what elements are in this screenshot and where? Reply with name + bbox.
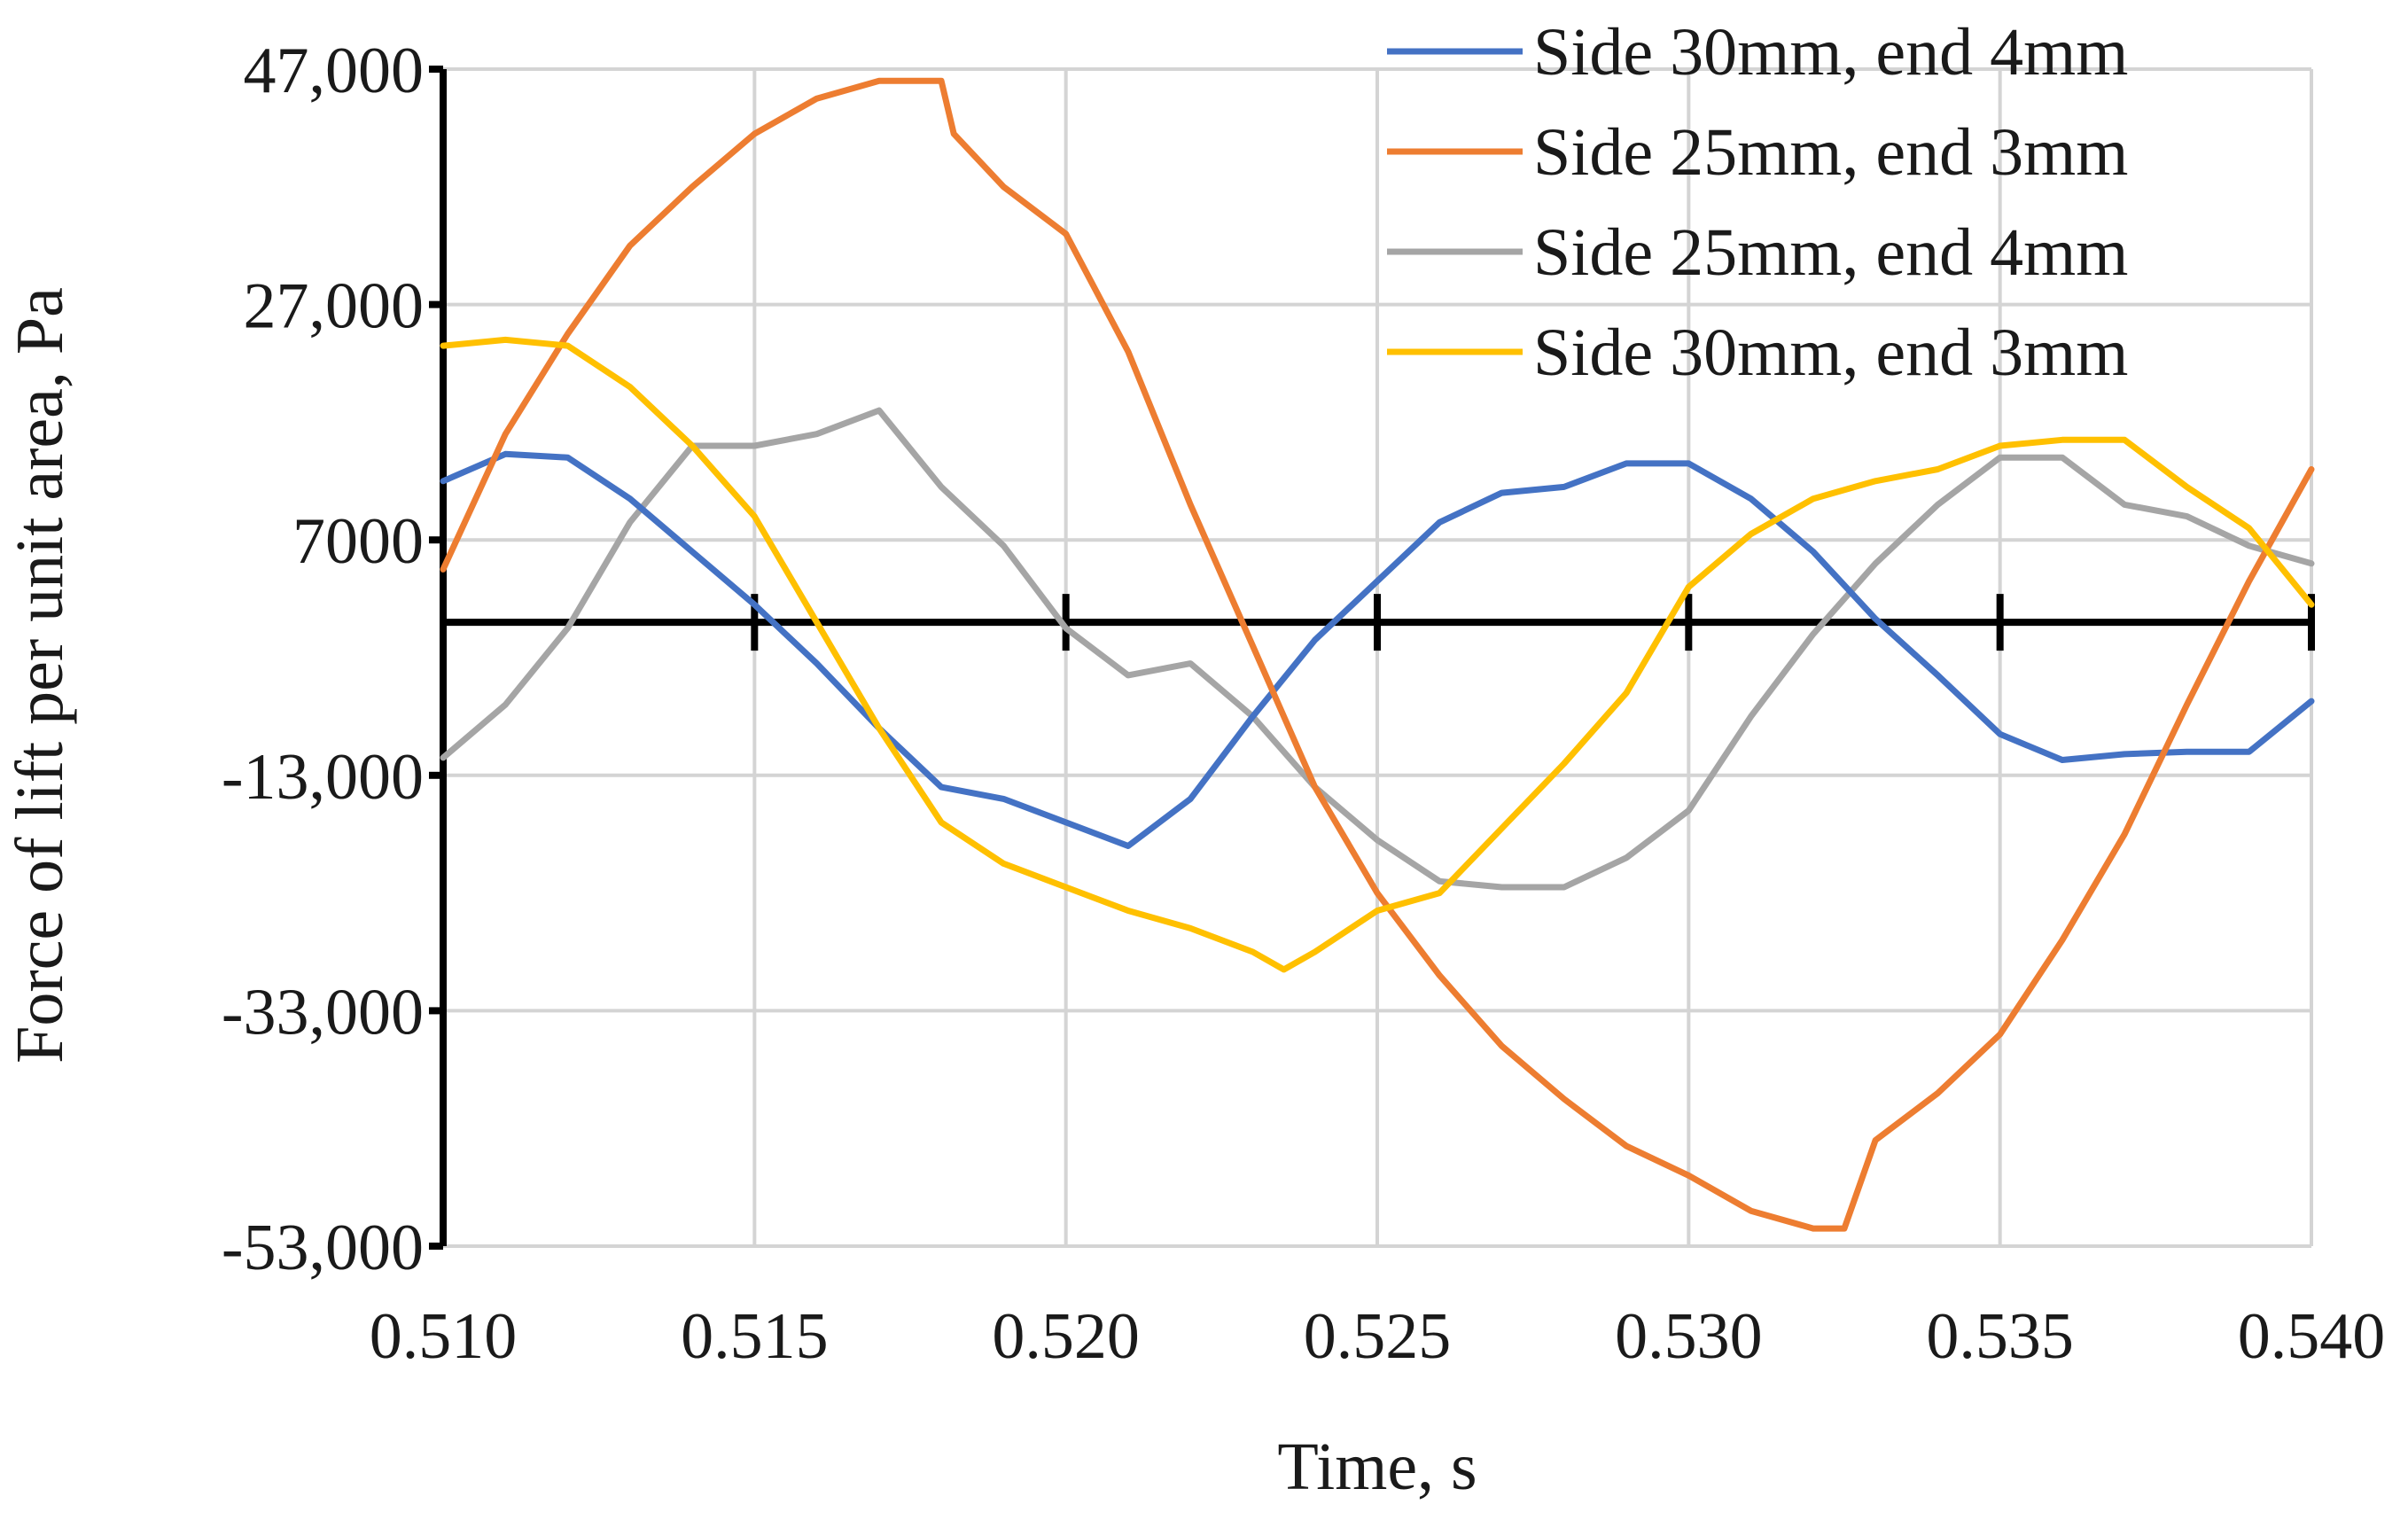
legend-entry: Side 25mm, end 3mm bbox=[1387, 115, 2128, 190]
x-tick-label: 0.520 bbox=[992, 1300, 1140, 1373]
y-tick-labels: 47,000 27,000 7000 -13,000 -33,000 -53,000 bbox=[222, 35, 424, 1284]
y-tick-label: -33,000 bbox=[222, 976, 424, 1048]
x-tick-label: 0.530 bbox=[1615, 1300, 1763, 1373]
legend-label: Side 25mm, end 3mm bbox=[1533, 115, 2128, 190]
tick-marks bbox=[429, 66, 2315, 1250]
y-axis-title: Force of lift per unit area, Pa bbox=[3, 287, 77, 1064]
x-tick-labels: 0.510 0.515 0.520 0.525 0.530 0.535 0.540 bbox=[370, 1300, 2386, 1373]
y-tick-label: 47,000 bbox=[244, 35, 425, 107]
x-tick-label: 0.515 bbox=[681, 1300, 829, 1373]
x-tick-label: 0.540 bbox=[2238, 1300, 2386, 1373]
series-lines bbox=[440, 77, 2315, 1232]
series-line bbox=[440, 336, 2315, 973]
x-tick-label: 0.535 bbox=[1926, 1300, 2074, 1373]
y-tick-label: 27,000 bbox=[244, 270, 425, 343]
x-axis-title: Time, s bbox=[1277, 1430, 1477, 1504]
legend: Side 30mm, end 4mm Side 25mm, end 3mm Si… bbox=[1387, 15, 2128, 390]
series-line bbox=[440, 450, 2315, 849]
y-tick-label: -53,000 bbox=[222, 1212, 424, 1284]
series-line bbox=[440, 77, 2315, 1232]
legend-label: Side 25mm, end 4mm bbox=[1533, 215, 2128, 290]
legend-entry: Side 30mm, end 3mm bbox=[1387, 316, 2128, 390]
x-tick-label: 0.525 bbox=[1304, 1300, 1452, 1373]
series-line bbox=[440, 407, 2315, 891]
y-tick-label: 7000 bbox=[292, 505, 424, 578]
gridlines bbox=[443, 67, 2313, 1248]
x-tick-label: 0.510 bbox=[370, 1300, 518, 1373]
legend-entry: Side 30mm, end 4mm bbox=[1387, 15, 2128, 90]
legend-label: Side 30mm, end 3mm bbox=[1533, 316, 2128, 390]
y-tick-label: -13,000 bbox=[222, 741, 424, 814]
legend-entry: Side 25mm, end 4mm bbox=[1387, 215, 2128, 290]
legend-label: Side 30mm, end 4mm bbox=[1533, 15, 2128, 90]
